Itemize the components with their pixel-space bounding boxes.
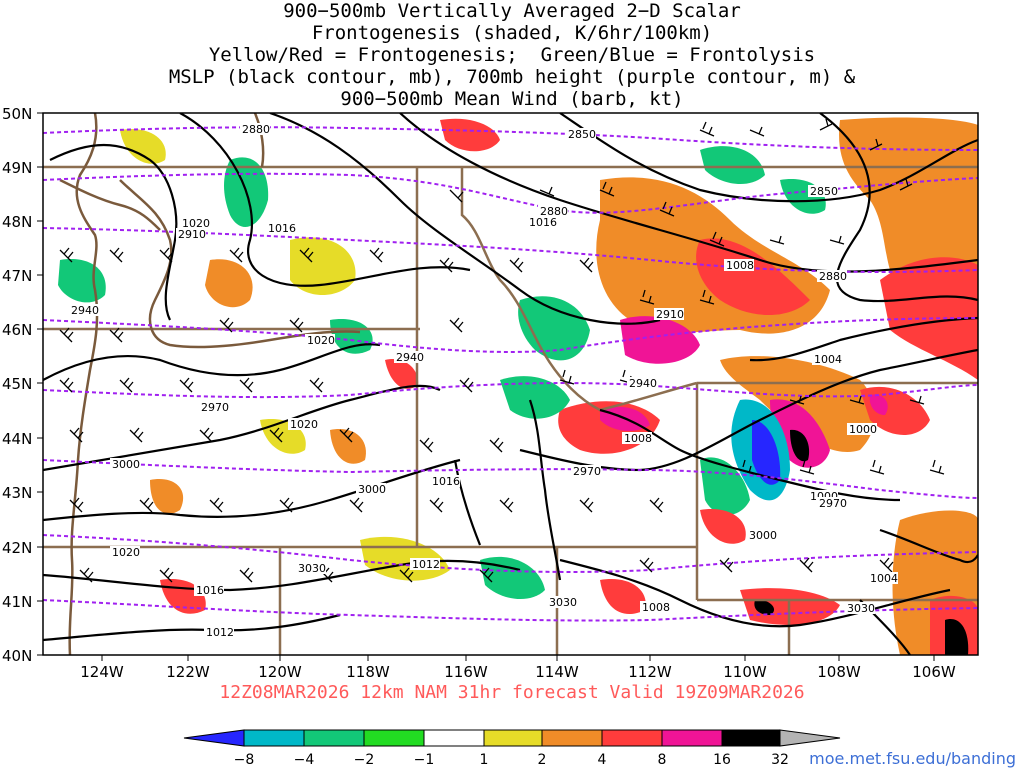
lat-label: 49N — [2, 159, 32, 177]
title-line-1: 900−500mb Vertically Averaged 2−D Scalar — [283, 0, 741, 22]
lon-label: 106W — [912, 663, 956, 681]
colorbar-segment — [661, 729, 723, 747]
mslp-label: 1000 — [849, 423, 877, 436]
lon-label: 122W — [166, 663, 210, 681]
lat-label: 40N — [2, 647, 32, 665]
colorbar-segment — [183, 729, 245, 747]
colorbar-segment — [541, 729, 603, 747]
colorbar-segment — [423, 729, 485, 747]
lon-label: 124W — [80, 663, 124, 681]
colorbar-label: −8 — [234, 752, 255, 768]
height-label: 3000 — [749, 529, 777, 542]
wind-barbs — [59, 118, 945, 583]
lat-label: 44N — [2, 430, 32, 448]
colorbar-label: 2 — [538, 752, 547, 768]
colorbar-label: −4 — [294, 752, 315, 768]
lon-label: 114W — [535, 663, 579, 681]
colorbar-segment — [721, 729, 781, 747]
lon-label: 108W — [817, 663, 861, 681]
mslp-label: 1020 — [290, 418, 318, 431]
height-label: 2970 — [201, 401, 229, 414]
credit-link[interactable]: moe.met.fsu.edu/banding — [809, 749, 1016, 768]
lon-label: 120W — [258, 663, 302, 681]
map-frame — [42, 112, 979, 656]
mslp-label: 1016 — [432, 475, 460, 488]
valid-time-line: 12Z08MAR2026 12km NAM 31hr forecast Vali… — [219, 682, 805, 703]
colorbar-label: 8 — [658, 752, 667, 768]
title-line-5: 900−500mb Mean Wind (barb, kt) — [340, 88, 684, 110]
title-line-2: Frontogenesis (shaded, K/6hr/100km) — [311, 22, 713, 44]
title-line-3: Yellow/Red = Frontogenesis; Green/Blue =… — [208, 44, 816, 66]
mslp-label: 1020 — [182, 217, 210, 230]
colorbar-segment — [303, 729, 365, 747]
mslp-label: 1008 — [726, 259, 754, 272]
colorbar-segment — [483, 729, 543, 747]
mslp-label: 1016 — [196, 584, 224, 597]
colorbar-label: 16 — [713, 752, 731, 768]
colorbar-segment — [363, 729, 425, 747]
lat-label: 50N — [2, 105, 32, 123]
map-area: 1020 1016 1020 1020 1016 1016 1012 1012 … — [43, 113, 978, 655]
mslp-label: 1008 — [642, 601, 670, 614]
height-label: 2880 — [242, 123, 270, 136]
lon-label: 112W — [628, 663, 672, 681]
colorbar-label: −2 — [354, 752, 375, 768]
colorbar-label: 1 — [480, 752, 489, 768]
height-label: 2910 — [178, 228, 206, 241]
height-label: 2940 — [396, 351, 424, 364]
lat-label: 43N — [2, 484, 32, 502]
lon-label: 110W — [723, 663, 767, 681]
height-label: 3000 — [112, 458, 140, 471]
lat-label: 42N — [2, 539, 32, 557]
height-label: 3030 — [549, 596, 577, 609]
height-label: 2940 — [71, 304, 99, 317]
colorbar-label: 4 — [598, 752, 607, 768]
mslp-label: 1016 — [268, 222, 296, 235]
lon-label: 118W — [346, 663, 390, 681]
height-label: 2880 — [819, 270, 847, 283]
height-label: 2850 — [568, 128, 596, 141]
state-borders — [43, 165, 978, 655]
height-label: 2970 — [573, 465, 601, 478]
colorbar-label: 32 — [771, 752, 789, 768]
coastline — [59, 113, 361, 655]
height-label: 2850 — [810, 185, 838, 198]
mslp-label: 1008 — [624, 432, 652, 445]
height-label: 2880 — [540, 205, 568, 218]
mslp-label: 1012 — [412, 558, 440, 571]
lat-label: 46N — [2, 321, 32, 339]
mslp-label: 1016 — [529, 216, 557, 229]
height-label: 3000 — [358, 483, 386, 496]
colorbar-segment — [601, 729, 663, 747]
colorbar-label: −1 — [414, 752, 435, 768]
latitude-axis: 50N 49N 48N 47N 46N 45N 44N 43N 42N 41N … — [2, 105, 43, 665]
height-label: 2970 — [819, 497, 847, 510]
height-contours — [43, 126, 978, 622]
mslp-label: 1004 — [814, 353, 842, 366]
lat-label: 48N — [2, 213, 32, 231]
lon-label: 116W — [444, 663, 488, 681]
lat-label: 47N — [2, 267, 32, 285]
lat-label: 45N — [2, 375, 32, 393]
height-label: 2940 — [629, 377, 657, 390]
longitude-axis: 124W 122W 120W 118W 116W 114W 112W 110W … — [80, 655, 956, 681]
title-line-4: MSLP (black contour, mb), 700mb height (… — [168, 66, 856, 88]
mslp-label: 1004 — [870, 572, 898, 585]
colorbar-segment — [779, 729, 841, 747]
lat-label: 41N — [2, 593, 32, 611]
contour-labels: 1020 1016 1020 1020 1016 1016 1012 1012 … — [69, 123, 898, 639]
height-label: 2910 — [656, 308, 684, 321]
mslp-label: 1012 — [206, 626, 234, 639]
mslp-label: 1020 — [112, 546, 140, 559]
height-label: 3030 — [298, 562, 326, 575]
colorbar: −8 −4 −2 −1 1 2 4 8 16 32 — [183, 729, 841, 768]
colorbar-segment — [243, 729, 305, 747]
mslp-label: 1020 — [307, 334, 335, 347]
height-label: 3030 — [847, 602, 875, 615]
